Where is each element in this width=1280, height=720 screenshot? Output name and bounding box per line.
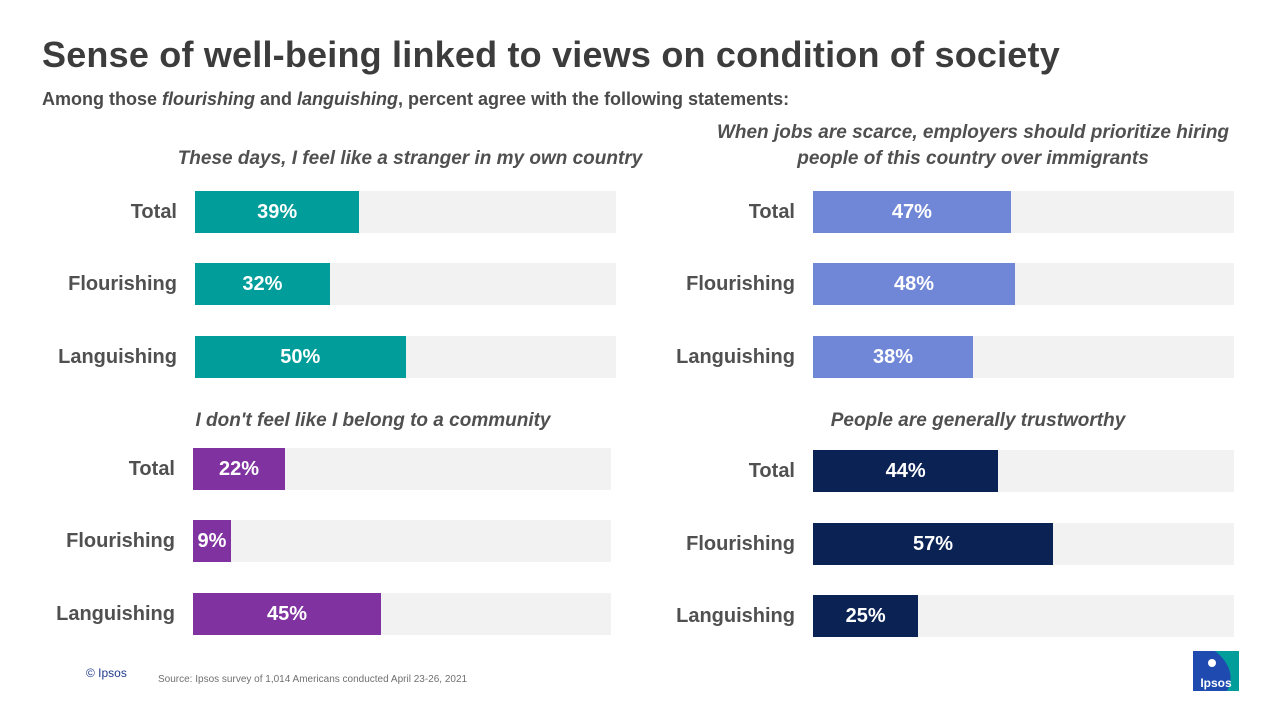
data-label: 39% xyxy=(257,201,298,223)
chart-title: These days, I feel like a stranger in my… xyxy=(177,148,643,169)
category-label: Total xyxy=(130,201,177,223)
bar-row-total: Total 47% xyxy=(749,191,1234,233)
bar xyxy=(193,448,285,490)
bar-row-flourishing: Flourishing 32% xyxy=(68,263,616,305)
bar-row-languishing: Languishing 50% xyxy=(58,336,616,378)
bar xyxy=(193,593,382,635)
bar-row-total: Total 44% xyxy=(749,450,1234,492)
bar xyxy=(813,595,919,637)
data-label: 57% xyxy=(912,533,953,555)
bar xyxy=(813,523,1053,565)
bar-row-languishing: Languishing 45% xyxy=(56,593,611,635)
logo-swoosh xyxy=(1215,651,1239,691)
data-label: 22% xyxy=(218,458,259,480)
bar xyxy=(813,336,973,378)
chart-title: When jobs are scarce, employers should p… xyxy=(716,122,1230,169)
category-label: Total xyxy=(748,201,795,223)
ipsos-logo: Ipsos xyxy=(1193,651,1239,691)
chart-title: People are generally trustworthy xyxy=(830,410,1126,431)
bar-row-languishing: Languishing 25% xyxy=(676,595,1234,637)
category-label: Languishing xyxy=(676,346,795,368)
data-label: 44% xyxy=(885,460,926,482)
bar-row-flourishing: Flourishing 9% xyxy=(66,520,611,562)
category-label: Languishing xyxy=(56,603,175,625)
bar xyxy=(193,520,231,562)
source-note: Source: Ipsos survey of 1,014 Americans … xyxy=(158,674,468,685)
category-label: Total xyxy=(128,458,175,480)
data-label: 50% xyxy=(280,346,321,368)
data-label: 38% xyxy=(872,346,913,368)
data-label: 45% xyxy=(267,603,308,625)
bar-row-languishing: Languishing 38% xyxy=(676,336,1234,378)
data-label: 47% xyxy=(891,201,932,223)
bar-row-flourishing: Flourishing 57% xyxy=(686,523,1234,565)
category-label: Flourishing xyxy=(66,530,175,552)
category-label: Total xyxy=(748,460,795,482)
data-label: 32% xyxy=(242,273,283,295)
page-subtitle: Among those flourishing and languishing,… xyxy=(42,89,790,109)
bar xyxy=(195,263,330,305)
category-label: Languishing xyxy=(58,346,177,368)
data-label: 48% xyxy=(894,273,935,295)
data-label: 25% xyxy=(845,605,886,627)
logo-text: Ipsos xyxy=(1200,676,1232,690)
category-label: Flourishing xyxy=(686,533,795,555)
bar-track xyxy=(193,520,611,562)
bar xyxy=(195,336,406,378)
copyright-text: © Ipsos xyxy=(86,666,127,680)
bar-row-flourishing: Flourishing 48% xyxy=(686,263,1234,305)
category-label: Flourishing xyxy=(68,273,177,295)
bar xyxy=(813,450,999,492)
bar xyxy=(813,263,1016,305)
page-title: Sense of well-being linked to views on c… xyxy=(42,34,1060,75)
bar xyxy=(195,191,360,233)
bar-row-total: Total 22% xyxy=(129,448,611,490)
category-label: Flourishing xyxy=(686,273,795,295)
bar-row-total: Total 39% xyxy=(131,191,616,233)
category-label: Languishing xyxy=(676,605,795,627)
data-label: 9% xyxy=(197,530,227,552)
chart-title: I don't feel like I belong to a communit… xyxy=(195,410,551,431)
bar xyxy=(813,191,1011,233)
logo-dot xyxy=(1208,659,1216,667)
